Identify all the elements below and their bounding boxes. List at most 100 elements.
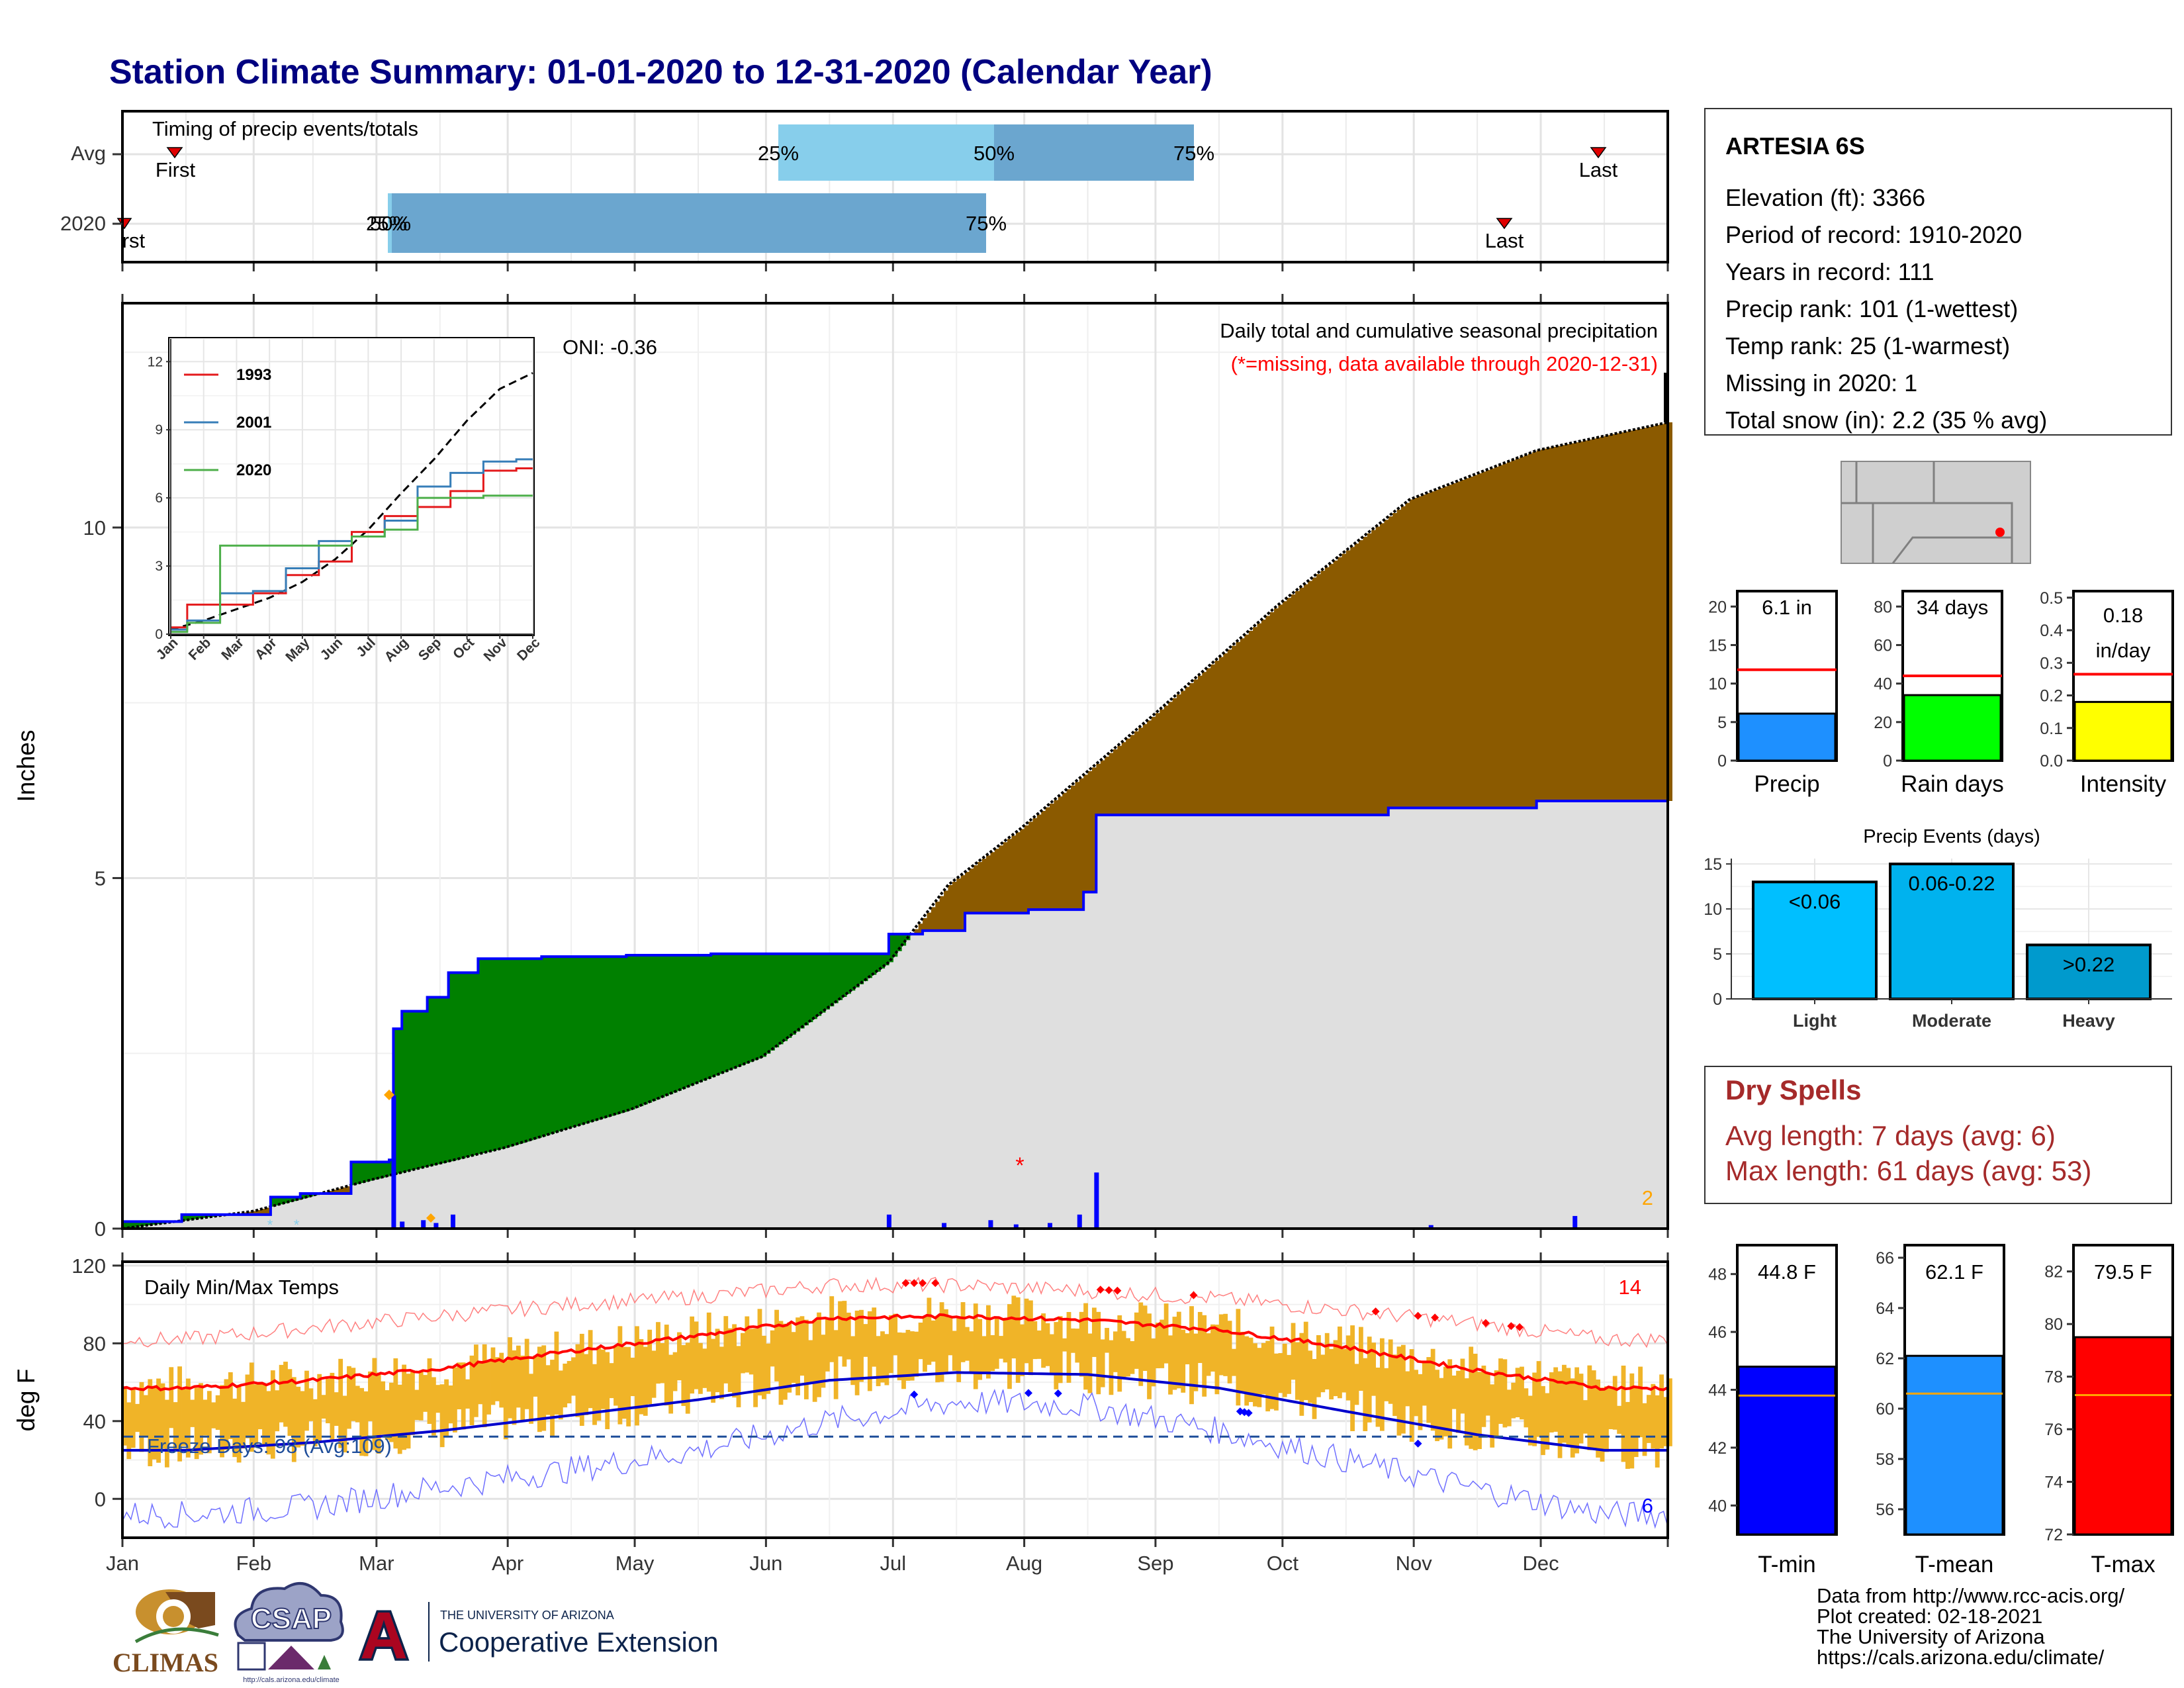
temp-daily-range <box>685 1342 690 1414</box>
temp-daily-range <box>1066 1311 1071 1383</box>
temp-daily-range <box>766 1343 771 1394</box>
temp-daily-range <box>672 1352 678 1391</box>
credit-line: https://cals.arizona.edu/climate/ <box>1817 1646 2105 1669</box>
month-label: Feb <box>236 1552 271 1575</box>
summary-bar-value: 0.18 <box>2103 604 2143 627</box>
temp-daily-range <box>1134 1312 1139 1369</box>
temp-daily-range <box>711 1338 716 1403</box>
record-high-marker <box>919 1279 927 1288</box>
temp-daily-range <box>1176 1311 1181 1389</box>
events-y-tick-label: 15 <box>1704 855 1722 874</box>
temp-daily-range <box>935 1315 940 1383</box>
record-high-marker <box>1371 1307 1380 1316</box>
temp-daily-range <box>435 1385 441 1413</box>
temp-daily-range <box>1524 1388 1529 1428</box>
summary-bar-label: Intensity <box>2080 771 2167 797</box>
temp-daily-range <box>1109 1340 1114 1395</box>
temp-daily-range <box>1214 1325 1220 1395</box>
temp-summary-tick-label: 72 <box>2044 1526 2063 1544</box>
timing-panel: Timing of precip events/totals Avg 2020 … <box>60 110 1669 271</box>
temp-summary-t-min: 44.8 F 40 42 44 46 48 T-min <box>1708 1244 1838 1577</box>
timing-2020-q50: 50% <box>370 212 411 235</box>
temp-daily-range <box>389 1382 394 1442</box>
temp-daily-range <box>1342 1348 1347 1393</box>
temp-daily-range <box>1197 1311 1203 1364</box>
temp-daily-range <box>592 1364 597 1425</box>
temp-daily-range <box>347 1366 351 1429</box>
temp-summary-tick-label: 74 <box>2044 1474 2063 1492</box>
temp-panel-label: Daily Min/Max Temps <box>144 1276 339 1299</box>
timing-avg-first-label: First <box>156 158 196 181</box>
temp-daily-range <box>414 1389 420 1421</box>
temp-daily-range <box>1392 1354 1397 1417</box>
temp-summary-tick-label: 80 <box>2044 1315 2063 1334</box>
temp-daily-range <box>1338 1326 1342 1399</box>
timing-avg-last-marker <box>1590 147 1607 159</box>
temp-daily-range <box>1439 1378 1444 1440</box>
precip-areas <box>122 373 1672 1230</box>
temp-daily-range <box>317 1374 322 1443</box>
temp-daily-range <box>1138 1302 1144 1386</box>
station-name: ARTESIA 6S <box>1725 132 1865 160</box>
record-low-marker <box>1054 1389 1062 1398</box>
temp-daily-range <box>423 1375 428 1412</box>
temp-daily-range <box>1075 1329 1080 1363</box>
temp-daily-range <box>749 1329 754 1375</box>
temp-daily-range <box>418 1370 424 1421</box>
temp-daily-range <box>351 1368 356 1421</box>
timing-avg-q25: 25% <box>758 142 799 165</box>
precip-y-tick-label: 5 <box>95 867 106 890</box>
temp-summary-tick-label: 78 <box>2044 1368 2063 1387</box>
snow-marker: * <box>267 1217 273 1233</box>
station-period: Period of record: 1910-2020 <box>1725 221 2022 248</box>
temp-daily-range <box>1015 1297 1021 1383</box>
temp-daily-range <box>1007 1304 1012 1389</box>
temp-daily-range <box>579 1333 584 1426</box>
precip-missing-marker: * <box>1015 1153 1024 1178</box>
temp-daily-range <box>876 1336 881 1387</box>
precip-event-bar <box>1889 863 2015 1000</box>
temp-summary-tick-label: 82 <box>2044 1263 2063 1282</box>
month-label: Nov <box>1396 1552 1433 1575</box>
summary-bar-tick-label: 20 <box>1874 714 1892 732</box>
summary-bar-tick-label: 0.0 <box>2040 752 2063 771</box>
temp-daily-range <box>1333 1340 1338 1397</box>
timing-2020-q75: 75% <box>966 212 1007 235</box>
temp-daily-range <box>1087 1333 1093 1393</box>
temp-daily-range <box>1371 1342 1376 1396</box>
temp-daily-range <box>554 1331 559 1415</box>
temp-daily-range <box>1193 1333 1199 1391</box>
summary-bar-fill <box>2073 700 2173 762</box>
month-label: Apr <box>492 1552 523 1575</box>
temp-panel: Daily Min/Max Temps Freeze Days: 98 (Avg… <box>13 1252 1672 1575</box>
snow-marker: * <box>294 1217 300 1233</box>
temp-daily-range <box>160 1383 165 1449</box>
temp-daily-range <box>1350 1325 1355 1431</box>
temp-daily-range <box>694 1321 699 1389</box>
temp-daily-range <box>1426 1357 1432 1423</box>
record-high-line <box>122 1276 1668 1348</box>
precip-event-bar-label: 0.06-0.22 <box>1909 872 1995 895</box>
temp-daily-range <box>1469 1346 1474 1449</box>
temp-daily-range <box>888 1315 893 1374</box>
temp-daily-range <box>130 1388 136 1448</box>
temp-daily-range <box>1045 1323 1050 1366</box>
climas-logo-text: CLIMAS <box>113 1648 218 1677</box>
temp-daily-range <box>402 1364 407 1450</box>
temp-daily-range <box>588 1330 593 1409</box>
inset-legend-label: 2001 <box>236 414 271 432</box>
temp-daily-range <box>668 1354 674 1414</box>
temp-daily-range <box>296 1386 301 1448</box>
temp-summary-tick-label: 62 <box>1876 1350 1894 1368</box>
temp-daily-range <box>863 1324 868 1357</box>
temp-daily-range <box>372 1358 377 1450</box>
temp-daily-range <box>1126 1338 1130 1377</box>
temp-y-tick-label: 80 <box>83 1332 106 1355</box>
temp-summary-tick-label: 42 <box>1708 1439 1727 1458</box>
precip-observed-line <box>122 799 1668 1223</box>
record-low-marker <box>910 1390 919 1399</box>
temp-daily-range <box>1028 1300 1033 1376</box>
temp-daily-range <box>1244 1336 1250 1406</box>
temp-daily-range <box>1117 1315 1122 1392</box>
